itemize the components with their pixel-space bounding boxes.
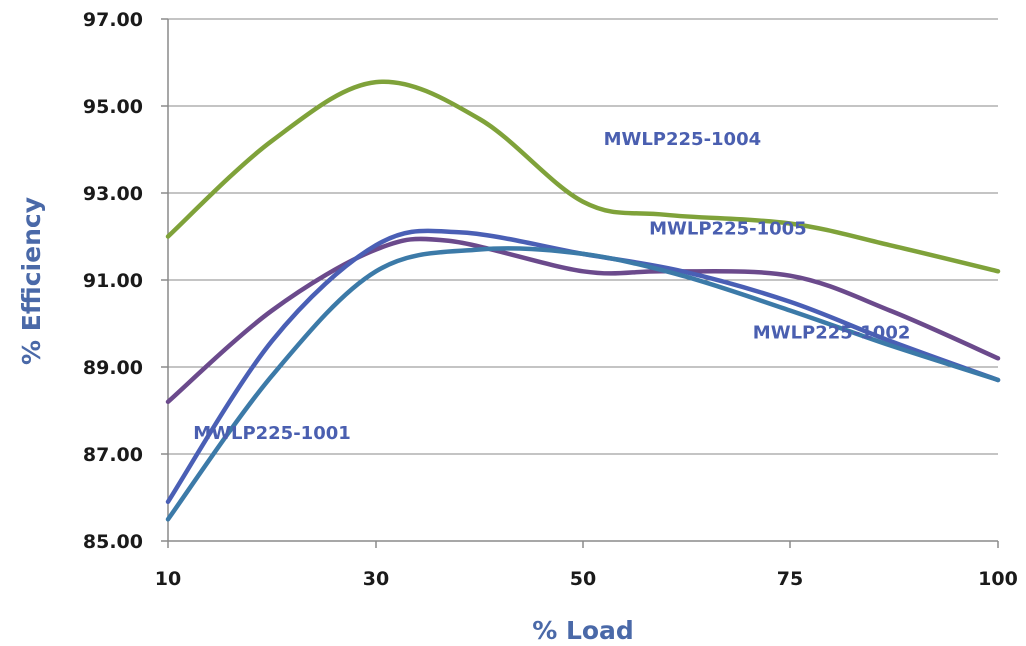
x-tick-label: 100: [978, 568, 1018, 590]
y-tick-label: 87.00: [83, 444, 143, 466]
y-tick-labels: 85.00 87.00 89.00 91.00 93.00 95.00 97.00: [83, 9, 143, 553]
x-tick-label: 75: [777, 568, 803, 590]
x-tick-label: 10: [155, 568, 181, 590]
series-line-mwlp225-1001: [165, 246, 1001, 522]
x-tick-labels: 10 30 50 75 100: [155, 568, 1018, 590]
y-tick-label: 91.00: [83, 270, 143, 292]
series-label-mwlp225-1002: MWLP225-1002: [753, 323, 911, 344]
series-label-mwlp225-1005: MWLP225-1005: [649, 218, 807, 239]
y-tick-label: 93.00: [83, 183, 143, 205]
series-label-mwlp225-1004: MWLP225-1004: [604, 129, 762, 150]
series-lines: [165, 79, 1001, 522]
y-axis-title: % Efficiency: [17, 197, 46, 365]
series-label-mwlp225-1001: MWLP225-1001: [193, 423, 351, 444]
x-axis-title: % Load: [532, 616, 634, 645]
x-tick-label: 50: [570, 568, 596, 590]
x-tick-label: 30: [363, 568, 389, 590]
y-tick-label: 89.00: [83, 357, 143, 379]
series-line-mwlp225-1004: [165, 79, 1001, 274]
y-tick-label: 95.00: [83, 96, 143, 118]
y-tick-label: 97.00: [83, 9, 143, 31]
series-labels: MWLP225-1004 MWLP225-1005 MWLP225-1002 MWLP…: [193, 129, 910, 444]
series-line-mwlp225-1005: [165, 236, 1001, 405]
axes: [161, 18, 999, 548]
grid-lines: [168, 18, 998, 455]
y-tick-label: 85.00: [83, 531, 143, 553]
